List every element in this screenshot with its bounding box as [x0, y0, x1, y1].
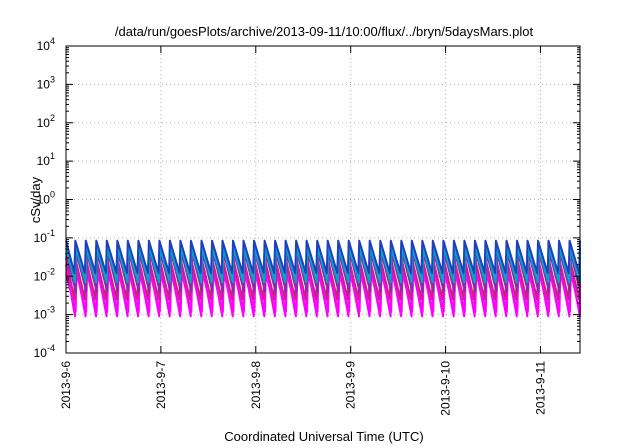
x-tick-labels: 2013-9-6 2013-9-7 2013-9-8 2013-9-9 2013-9-1…	[59, 361, 547, 416]
x-tick-label: 2013-9-11	[533, 361, 547, 415]
series-line	[65, 252, 581, 293]
y-tick-labels: 10-4 10-3 10-2 10-1 100 101 102 103 104	[34, 36, 55, 360]
y-tick-label: 100	[37, 190, 55, 207]
y-tick-label: 10-2	[34, 266, 55, 283]
x-tick-label: 2013-9-7	[154, 361, 168, 409]
x-axis-label: Coordinated Universal Time (UTC)	[224, 429, 423, 444]
y-tick-label: 10-1	[34, 228, 55, 245]
y-tick-label: 10-4	[34, 343, 55, 360]
y-tick-label: 101	[37, 151, 55, 168]
y-tick-label: 104	[37, 36, 55, 53]
grid	[66, 46, 580, 353]
series-line	[65, 239, 581, 275]
y-tick-label: 103	[37, 74, 55, 91]
x-tick-label: 2013-9-9	[344, 361, 358, 409]
x-tick-label: 2013-9-8	[249, 361, 263, 409]
series-lines	[65, 239, 581, 318]
x-tick-label: 2013-9-10	[439, 361, 453, 416]
x-tick-label: 2013-9-6	[59, 361, 73, 409]
y-tick-label: 102	[37, 113, 55, 130]
y-tick-label: 10-3	[34, 305, 55, 322]
ticks	[65, 45, 580, 354]
y-axis-label: cSv/day	[28, 176, 43, 223]
chart-title: /data/run/goesPlots/archive/2013-09-11/1…	[115, 24, 534, 39]
